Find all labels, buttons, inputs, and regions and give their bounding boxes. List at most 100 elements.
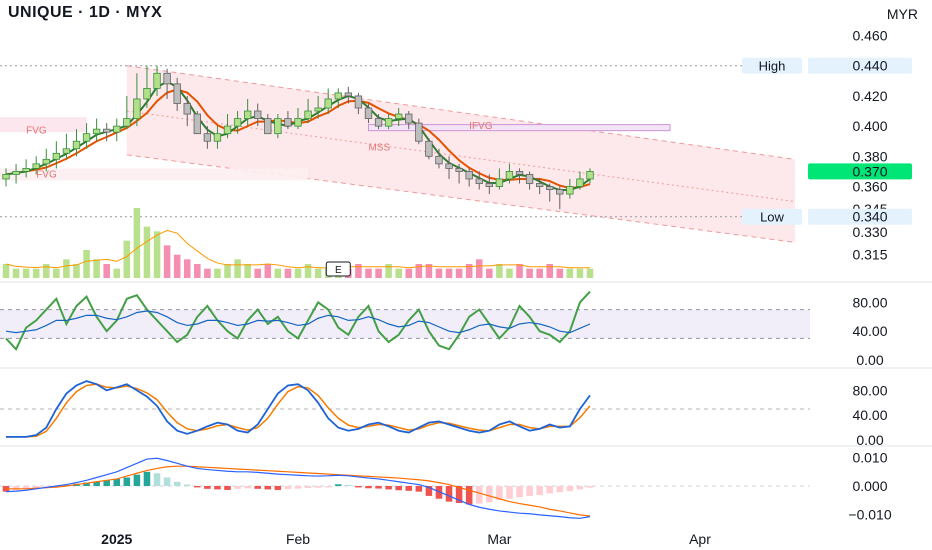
candle-body	[52, 152, 61, 160]
candle-body	[354, 95, 363, 109]
volume-bar	[284, 268, 292, 278]
annotation-label: FVG	[36, 169, 57, 180]
candle-body	[435, 155, 443, 165]
volume-bar	[395, 268, 402, 278]
candle-body	[314, 107, 322, 112]
macd-histogram-bar	[465, 486, 473, 505]
macd-histogram-bar	[143, 471, 151, 486]
volume-bar	[536, 268, 543, 278]
volume-bar	[294, 268, 302, 278]
volume-bar	[163, 245, 171, 278]
macd-histogram-bar	[133, 474, 141, 486]
volume-bar	[194, 264, 201, 278]
candle-body	[475, 178, 483, 184]
price-tick-label: 0.460	[852, 28, 887, 44]
candle-body	[203, 133, 212, 142]
high-label-bg	[742, 57, 802, 74]
candle-body	[72, 140, 81, 150]
macd-histogram-bar	[506, 486, 513, 499]
macd-histogram-bar	[335, 484, 342, 486]
candle-body	[505, 171, 514, 180]
macd-tick-label: −0.010	[848, 506, 891, 522]
volume-bar	[415, 264, 423, 278]
macd-histogram-bar	[556, 486, 564, 493]
macd-histogram-bar	[304, 486, 312, 488]
volume-ma-line	[5, 229, 590, 269]
volume-bar	[22, 268, 30, 278]
macd-signal-line	[6, 465, 591, 517]
candle-body	[193, 113, 201, 135]
volume-bar	[63, 259, 70, 278]
low-value-bg	[808, 208, 912, 225]
candle-body	[556, 189, 564, 195]
candle-body	[445, 163, 453, 169]
volume-bar	[173, 254, 181, 278]
candle-body	[535, 183, 544, 187]
macd-histogram-bar	[415, 486, 423, 492]
volume-bar	[204, 268, 211, 278]
price-tick-label: 0.330	[852, 224, 887, 240]
volume-bar	[224, 264, 231, 278]
ifvg-zone	[367, 124, 671, 132]
macd-histogram-bar	[254, 486, 261, 489]
macd-histogram-bar	[294, 486, 302, 489]
volume-bar	[385, 264, 392, 278]
event-marker	[325, 261, 351, 277]
price-tick-label: 0.380	[852, 148, 887, 164]
time-tick-label: Mar	[487, 531, 511, 547]
macd-histogram-bar	[395, 486, 402, 491]
candle-body	[374, 118, 383, 127]
event-marker-label: E	[335, 265, 342, 276]
last-price-value-bg	[808, 163, 912, 180]
volume-bar	[355, 264, 362, 278]
volume-bar	[304, 264, 312, 278]
macd-histogram-bar	[455, 486, 463, 503]
volume-bar	[244, 264, 251, 278]
candle-body	[515, 171, 524, 175]
volume-bar	[32, 268, 40, 278]
volume-bar	[425, 264, 433, 278]
candle-body	[254, 110, 262, 119]
volume-bar	[43, 264, 50, 278]
stoch-d-line	[6, 383, 591, 438]
macd-histogram-bar	[526, 486, 533, 496]
volume-bar	[496, 264, 503, 278]
candle-body	[143, 87, 151, 100]
volume-bar	[375, 268, 382, 278]
candle-body	[485, 183, 493, 187]
candle-body	[2, 174, 10, 180]
volume-bar	[274, 268, 282, 278]
macd-histogram-bar	[12, 486, 20, 491]
price-tick-label: 0.360	[852, 179, 887, 195]
volume-bar	[254, 268, 261, 278]
macd-histogram-bar	[204, 486, 211, 489]
candle-body	[395, 113, 403, 119]
volume-bar	[556, 268, 564, 278]
macd-histogram-bar	[385, 486, 392, 490]
annotation-label: IFVG	[469, 121, 493, 132]
price-tick-label: 0.420	[852, 88, 887, 104]
volume-bar	[506, 268, 513, 278]
high-value-bg	[808, 57, 912, 74]
time-tick-label: Apr	[689, 531, 711, 547]
volume-bar	[516, 264, 523, 278]
macd-histogram-bar	[536, 486, 543, 496]
channel-upper	[126, 65, 796, 160]
volume-bar	[475, 259, 483, 278]
volume-bar	[73, 264, 80, 278]
low-value: 0.340	[852, 209, 887, 225]
stoch-tick-label: 0.00	[856, 432, 883, 448]
rsi-line	[5, 290, 591, 351]
volume-bar	[435, 268, 443, 278]
macd-histogram-bar	[314, 486, 322, 488]
candle-body	[284, 118, 292, 127]
rsi-tick-label: 0.00	[856, 352, 883, 368]
candle-body	[213, 133, 222, 142]
macd-histogram-bar	[284, 486, 292, 490]
volume-bar	[103, 264, 110, 278]
candle-body	[364, 107, 373, 119]
macd-histogram-bar	[586, 486, 594, 488]
macd-histogram-bar	[173, 481, 181, 486]
volume-bar	[143, 226, 151, 278]
